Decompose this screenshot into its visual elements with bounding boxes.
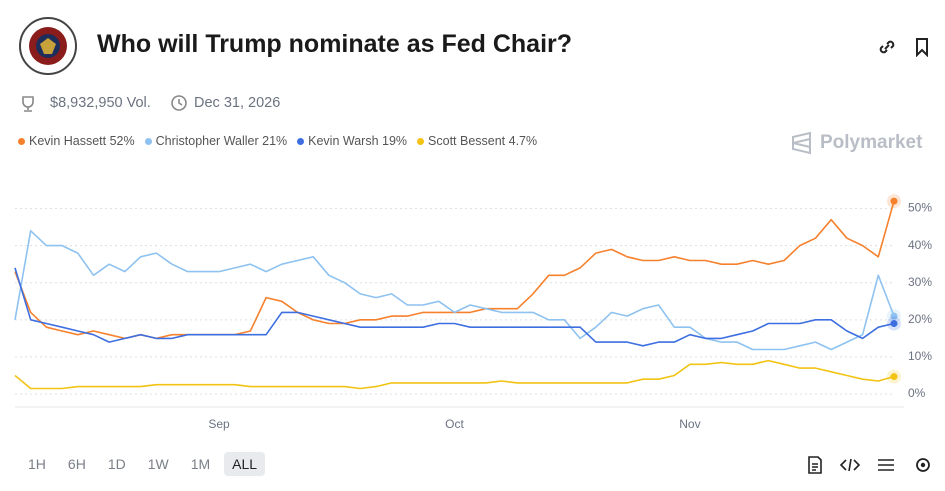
legend-label: Kevin Warsh 19% (308, 134, 408, 148)
range-button[interactable]: 1D (107, 456, 126, 472)
series-line (14, 230, 895, 351)
series-line (14, 359, 895, 390)
chart: 0% 10% 20% 30% 40% 50% Sep Oct Nov (14, 194, 932, 431)
legend-label: Christopher Waller 21% (155, 134, 288, 148)
title: Who will Trump nominate as Fed Chair? (97, 30, 573, 58)
brand: Polymarket (820, 132, 923, 153)
legend: Kevin Hassett 52% Christopher Waller 21% K… (18, 134, 537, 148)
range-button[interactable]: 1H (28, 456, 46, 472)
end-point (890, 312, 898, 320)
legend-label: Scott Bessent 4.7% (428, 134, 538, 148)
range-button[interactable]: 1W (147, 456, 169, 472)
y-tick-label: 0% (908, 386, 926, 400)
link-icon[interactable] (877, 37, 897, 57)
legend-item: Kevin Hassett 52% (18, 134, 135, 148)
y-tick-label: 40% (908, 238, 932, 252)
end-point (890, 320, 898, 328)
y-tick-label: 10% (908, 349, 932, 363)
range-button[interactable]: ALL (224, 452, 266, 476)
end-point (890, 197, 898, 205)
legend-label: Kevin Hassett 52% (29, 134, 135, 148)
fed-seal (19, 17, 77, 75)
x-tick-label: Nov (679, 417, 700, 431)
legend-swatch (297, 138, 305, 145)
y-tick-label: 20% (908, 312, 932, 326)
series-line (14, 200, 895, 340)
series-line (14, 267, 895, 347)
legend-item: Kevin Warsh 19% (297, 134, 407, 148)
trophy-icon (22, 96, 34, 112)
legend-swatch (18, 138, 25, 145)
x-tick-label: Sep (208, 417, 230, 431)
legend-item: Christopher Waller 21% (144, 134, 288, 148)
end-date: Dec 31, 2026 (194, 95, 281, 111)
toolbar-icons[interactable] (806, 455, 936, 475)
x-tick-label: Oct (445, 417, 464, 431)
legend-swatch (144, 138, 152, 145)
y-tick-label: 50% (908, 201, 932, 215)
range-button[interactable]: 6H (67, 456, 86, 472)
end-point (890, 373, 898, 381)
range-button[interactable]: 1M (190, 456, 211, 472)
clock-icon (171, 95, 187, 111)
bookmark-icon[interactable] (913, 37, 931, 57)
legend-item: Scott Bessent 4.7% (417, 134, 537, 148)
y-tick-label: 30% (908, 275, 932, 289)
brand-logo (792, 131, 811, 155)
range-buttons: 1H 6H 1D 1W 1M ALL (20, 452, 266, 476)
volume: $8,932,950 Vol. (50, 95, 151, 111)
legend-swatch (417, 138, 425, 145)
